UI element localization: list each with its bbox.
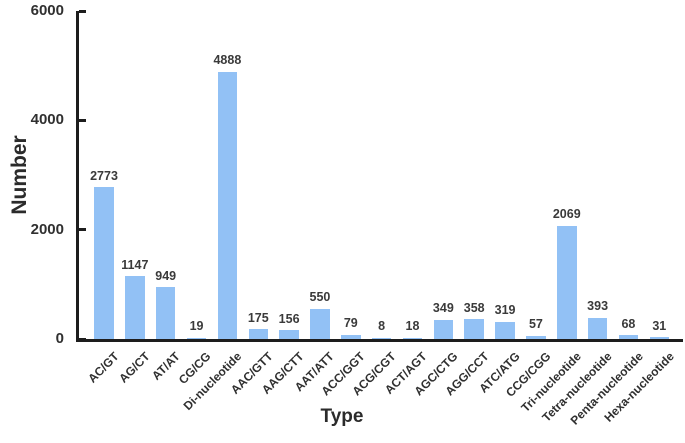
bar — [341, 334, 361, 339]
bar — [217, 71, 238, 339]
bar-value-label: 1147 — [121, 257, 149, 272]
bar — [649, 337, 670, 339]
bar — [310, 308, 330, 339]
bar-value-label: 19 — [189, 319, 204, 333]
bar — [618, 335, 639, 339]
bar-value-label: 2773 — [90, 168, 118, 183]
bar — [186, 337, 207, 339]
x-tick-label: AC/GT — [84, 349, 122, 386]
bar-value-label: 175 — [247, 310, 269, 325]
bar-value-label: 319 — [494, 303, 516, 318]
bar — [279, 330, 299, 339]
bar — [125, 276, 145, 339]
bar — [433, 319, 454, 339]
bar-value-label: 358 — [463, 300, 485, 315]
plot-area: 2773 1147 949 19 4888 175 156 550 79 8 18 349 358 319… — [76, 9, 683, 342]
bar-value-label: 4888 — [213, 53, 242, 68]
bar-value-label: 31 — [652, 318, 667, 333]
bar-value-label: 57 — [528, 317, 543, 332]
y-tick-label: 4000 — [30, 111, 64, 129]
y-axis-tick-labels: 0 2000 4000 6000 — [0, 2, 70, 347]
bar-value-label: 393 — [587, 299, 609, 314]
bar-value-label: 8 — [378, 319, 386, 333]
bar — [587, 317, 608, 339]
bar — [526, 335, 546, 339]
x-axis-tick-labels: AC/GT AG/CT AT/AT CG/CG Di-nucleotide AAC/GTT… — [79, 344, 683, 443]
bar — [155, 287, 176, 339]
bar-value-label: 550 — [309, 290, 331, 305]
bar — [94, 187, 114, 339]
bar-value-label: 156 — [278, 311, 300, 326]
y-tick-label: 2000 — [30, 220, 64, 238]
bar-value-label: 349 — [432, 301, 454, 316]
bar — [371, 337, 392, 339]
y-tick-mark — [79, 228, 86, 232]
bar-value-label: 79 — [343, 316, 358, 331]
bar-value-label: 68 — [621, 316, 636, 331]
bar — [557, 225, 577, 339]
y-tick-label: 0 — [55, 330, 64, 347]
bar — [495, 321, 515, 339]
y-tick-mark — [79, 118, 86, 122]
y-tick-mark — [79, 337, 86, 341]
bar — [248, 329, 268, 339]
x-axis-title: Type — [320, 406, 364, 427]
y-tick-label: 6000 — [30, 2, 64, 19]
y-tick-mark — [79, 9, 86, 13]
bar-value-label: 949 — [155, 268, 177, 283]
bar-value-label: 18 — [405, 319, 420, 333]
bar-value-label: 2069 — [552, 207, 581, 222]
bar — [402, 337, 423, 339]
bar — [464, 319, 484, 339]
x-tick-label: AG/CT — [115, 349, 153, 386]
